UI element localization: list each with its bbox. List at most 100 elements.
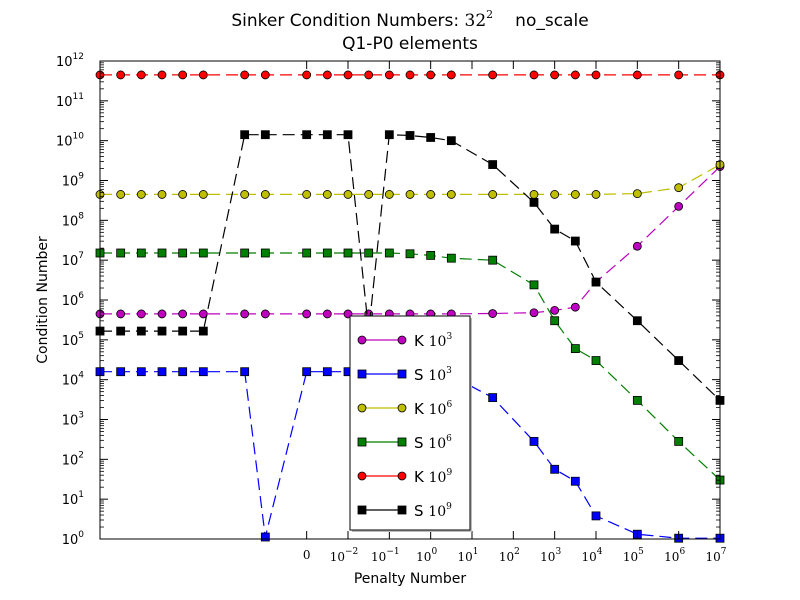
y-tick-label-9: 109 [62, 172, 85, 190]
point-1-1 [116, 367, 126, 377]
x-tick-label-4: 101 [457, 547, 478, 564]
point-3-17 [529, 280, 539, 290]
legend-label-2: K 106 [414, 400, 452, 418]
plot-area [95, 70, 725, 543]
point-5-13 [405, 131, 415, 140]
legend-base: 10 [429, 402, 447, 418]
x-tick-label-10: 107 [705, 547, 726, 564]
legend-letter: S [414, 502, 428, 520]
point-4-12 [384, 70, 394, 80]
legend-label-0: K 103 [414, 332, 452, 350]
point-1-4 [178, 367, 188, 377]
x-tick-label-9-exp: 6 [679, 547, 685, 557]
x-tick-label-0: 0 [303, 548, 311, 562]
point-0-8 [302, 309, 312, 319]
point-1-2 [136, 367, 146, 377]
x-tick-label-1-base: 10 [330, 550, 345, 564]
point-4-13 [405, 70, 415, 80]
point-5-8 [302, 130, 312, 140]
legend-item-1: S 103 [357, 366, 452, 384]
x-tick-label-2: 10−1 [371, 547, 400, 564]
legend-item-2: K 106 [357, 400, 452, 418]
x-tick-label-8: 105 [623, 547, 644, 564]
point-2-9 [322, 190, 332, 199]
point-4-8 [302, 70, 312, 80]
point-5-9 [322, 130, 332, 140]
point-2-5 [198, 190, 208, 199]
point-4-10 [343, 70, 353, 80]
series-2 [95, 160, 725, 199]
y-tick-label-0: 100 [62, 530, 85, 548]
y-tick-label-11-base: 10 [56, 95, 73, 110]
x-tick-label-3-exp: 0 [431, 547, 437, 557]
y-tick-label-12-base: 10 [56, 55, 73, 70]
axis-ticks: 1001011021031041051061071081091010101110… [56, 52, 727, 564]
point-5-17 [529, 198, 539, 207]
legend-exp: 6 [446, 400, 452, 410]
legend-marker [357, 437, 367, 447]
y-tick-label-4-exp: 4 [78, 371, 84, 381]
point-2-20 [591, 190, 601, 199]
x-tick-label-7-exp: 4 [597, 547, 603, 557]
legend-marker [357, 335, 367, 345]
x-tick-label-7: 104 [581, 547, 602, 564]
point-5-12 [384, 130, 394, 140]
y-tick-label-10-base: 10 [56, 135, 73, 150]
point-2-12 [384, 190, 394, 199]
point-3-1 [116, 248, 126, 258]
point-3-16 [488, 255, 498, 265]
point-2-8 [302, 190, 312, 199]
chart-title: Sinker Condition Numbers: 322 no_scale [231, 8, 588, 31]
legend-marker [357, 505, 367, 515]
y-tick-label-0-exp: 0 [78, 530, 84, 540]
legend-marker [397, 505, 407, 515]
point-5-18 [550, 224, 560, 234]
x-tick-label-10-exp: 7 [721, 547, 727, 557]
point-3-6 [240, 248, 250, 258]
point-2-13 [405, 190, 415, 199]
legend-label-5: S 109 [414, 502, 452, 520]
point-4-2 [136, 70, 146, 80]
point-1-7 [260, 532, 270, 542]
point-5-15 [446, 136, 456, 146]
point-0-2 [136, 309, 146, 319]
y-tick-label-9-exp: 9 [78, 172, 84, 182]
point-4-15 [446, 70, 456, 80]
point-5-1 [116, 326, 126, 336]
chart-subtitle: Q1-P0 elements [342, 34, 478, 54]
point-2-19 [570, 190, 580, 199]
point-5-19 [570, 236, 580, 246]
legend-marker [397, 335, 407, 345]
point-4-14 [426, 70, 436, 80]
point-0-7 [260, 309, 270, 319]
legend-item-0: K 103 [357, 332, 452, 350]
series-0 [95, 162, 725, 319]
point-4-20 [591, 70, 601, 80]
point-3-10 [343, 248, 353, 258]
point-1-17 [529, 437, 539, 446]
legend-box [349, 315, 471, 531]
point-0-1 [116, 309, 126, 319]
point-2-22 [674, 183, 684, 193]
title-main: Sinker Condition Numbers: [231, 11, 464, 31]
legend-base: 10 [428, 368, 446, 384]
y-tick-label-5: 105 [62, 331, 84, 349]
y-axis-label: Condition Number [35, 236, 51, 364]
point-0-21 [632, 241, 642, 251]
point-3-22 [674, 437, 684, 446]
legend-marker [357, 369, 367, 379]
point-2-2 [136, 190, 146, 199]
point-3-20 [591, 356, 601, 365]
legend-exp: 6 [446, 434, 452, 444]
x-tick-label-2-base: 10 [371, 550, 386, 564]
point-0-19 [570, 302, 580, 312]
y-tick-label-7-base: 10 [62, 254, 79, 269]
legend-marker [397, 403, 407, 413]
x-tick-label-3-base: 10 [416, 550, 431, 564]
point-4-18 [550, 70, 560, 80]
y-tick-label-6-exp: 6 [78, 291, 84, 301]
y-tick-label-8-base: 10 [62, 214, 79, 229]
x-tick-label-1: 10−2 [330, 547, 359, 564]
point-4-19 [570, 70, 580, 80]
